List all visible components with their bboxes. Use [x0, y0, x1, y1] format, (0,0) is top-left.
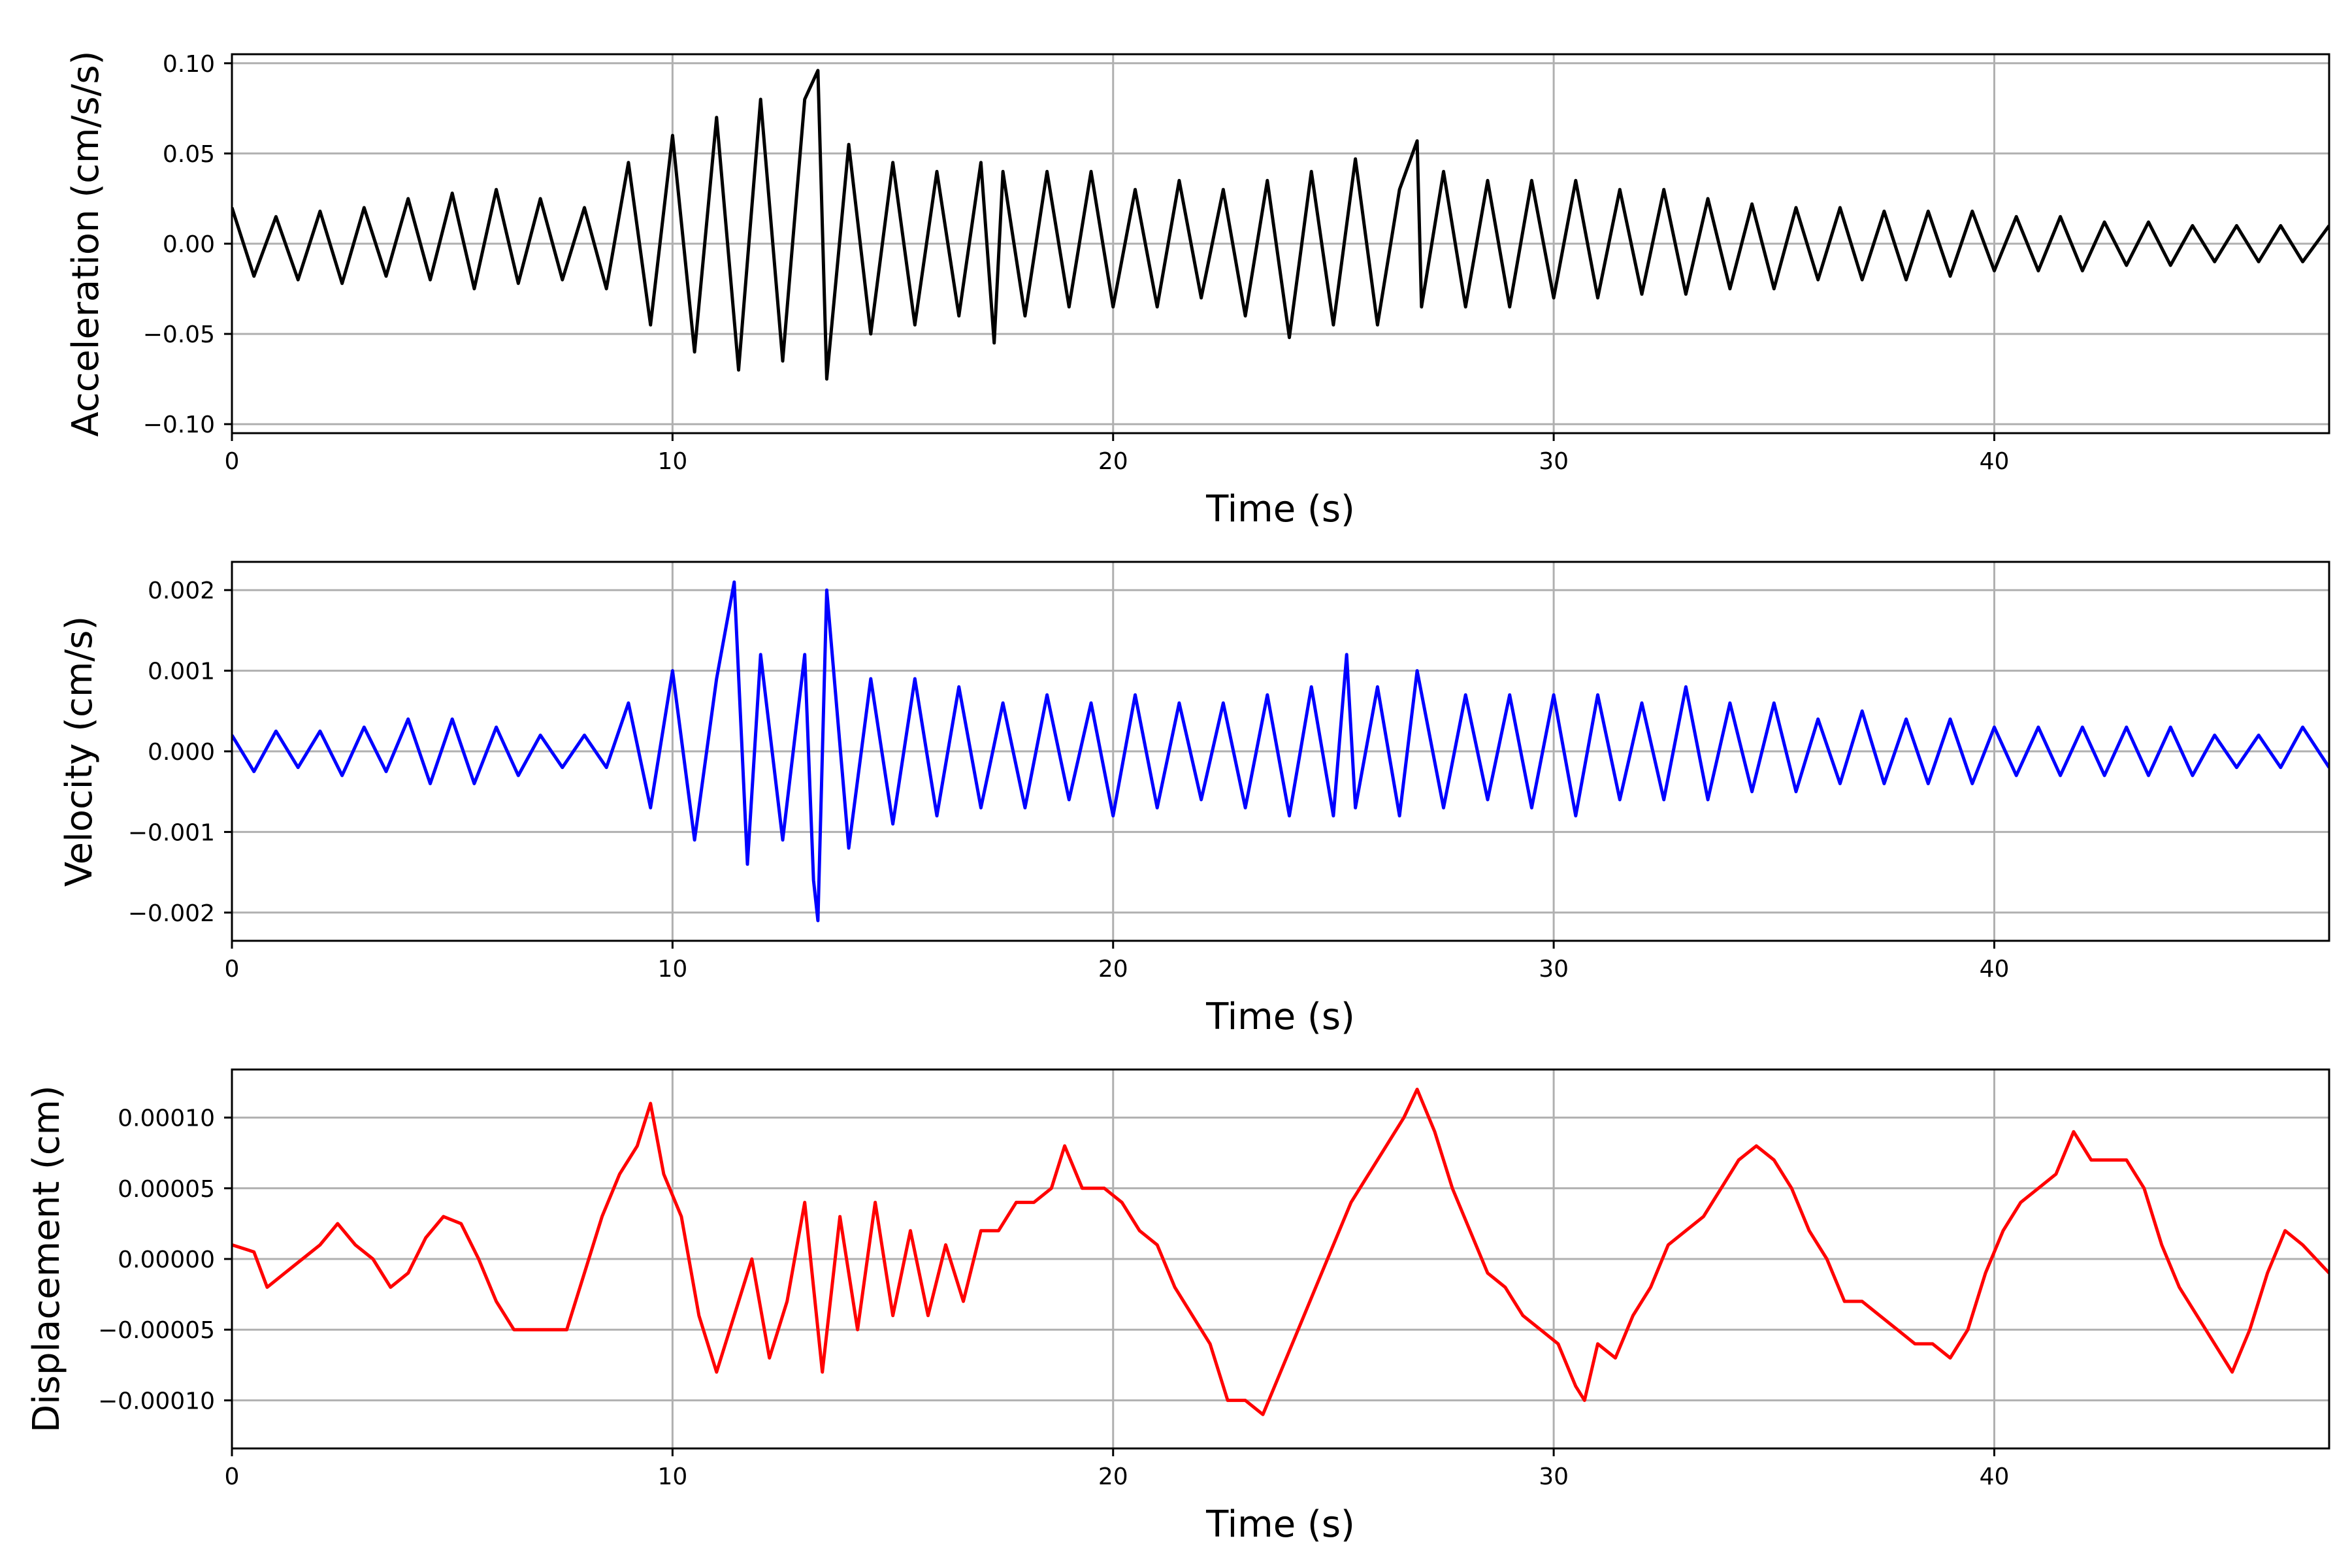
velocity-series-line: [232, 580, 2329, 923]
displacement-y-tick-label: 0.00010: [118, 1105, 215, 1132]
velocity-y-tick-label: 0.001: [148, 659, 215, 685]
velocity-y-tick-label: 0.000: [148, 739, 215, 766]
velocity-x-tick-label: 30: [1539, 956, 1569, 983]
velocity-x-axis-title: Time (s): [1205, 996, 1355, 1038]
acceleration-x-tick-label: 0: [225, 448, 240, 475]
displacement-x-axis-title: Time (s): [1205, 1503, 1355, 1546]
acceleration-y-tick-label: 0.05: [163, 141, 215, 168]
acceleration-x-tick-label: 10: [657, 448, 687, 475]
displacement-y-axis-title: Displacement (cm): [25, 1085, 68, 1433]
velocity-x-tick-label: 40: [1980, 956, 2010, 983]
displacement-x-tick-label: 0: [225, 1463, 240, 1490]
velocity-x-tick-label: 20: [1098, 956, 1128, 983]
displacement-x-tick-label: 30: [1539, 1463, 1569, 1490]
velocity-y-axis-title: Velocity (cm/s): [58, 616, 101, 887]
velocity-y-tick-label: −0.002: [128, 900, 215, 927]
displacement-x-tick-label: 20: [1098, 1463, 1128, 1490]
velocity-y-tick-label: 0.002: [148, 578, 215, 604]
acceleration-y-axis-title: Acceleration (cm/s/s): [65, 51, 107, 437]
displacement-y-tick-label: 0.00005: [118, 1176, 215, 1203]
velocity-y-tick-label: −0.001: [128, 819, 215, 846]
acceleration-x-tick-label: 30: [1539, 448, 1569, 475]
displacement-panel: 0 10 20 30 40 −0.00010 −0.00005 0.00000 0.00005 0…: [25, 1068, 2330, 1546]
acceleration-y-tick-label: −0.05: [143, 321, 215, 348]
displacement-y-tick-label: −0.00005: [98, 1317, 215, 1344]
acceleration-y-tick-label: 0.10: [163, 51, 215, 78]
displacement-y-tick-label: 0.00000: [118, 1247, 215, 1273]
velocity-x-tick-label: 0: [225, 956, 240, 983]
velocity-panel: 0 10 20 30 40 −0.002 −0.001 0.000 0.001 0.002 Time…: [58, 561, 2330, 1038]
acceleration-x-axis-title: Time (s): [1205, 488, 1355, 531]
displacement-y-tick-label: −0.00010: [98, 1388, 215, 1414]
acceleration-x-tick-label: 20: [1098, 448, 1128, 475]
acceleration-y-tick-label: −0.10: [143, 412, 215, 438]
displacement-series-line: [232, 1087, 2329, 1416]
displacement-x-tick-label: 10: [657, 1463, 687, 1490]
acceleration-series-line: [232, 69, 2329, 381]
acceleration-x-tick-label: 40: [1980, 448, 2010, 475]
displacement-x-tick-label: 40: [1980, 1463, 2010, 1490]
acceleration-y-tick-label: 0.00: [163, 231, 215, 258]
velocity-x-tick-label: 10: [657, 956, 687, 983]
acceleration-panel: 0 10 20 30 40 −0.10 −0.05 0.00 0.05 0.10 Time (s) A…: [65, 51, 2330, 531]
